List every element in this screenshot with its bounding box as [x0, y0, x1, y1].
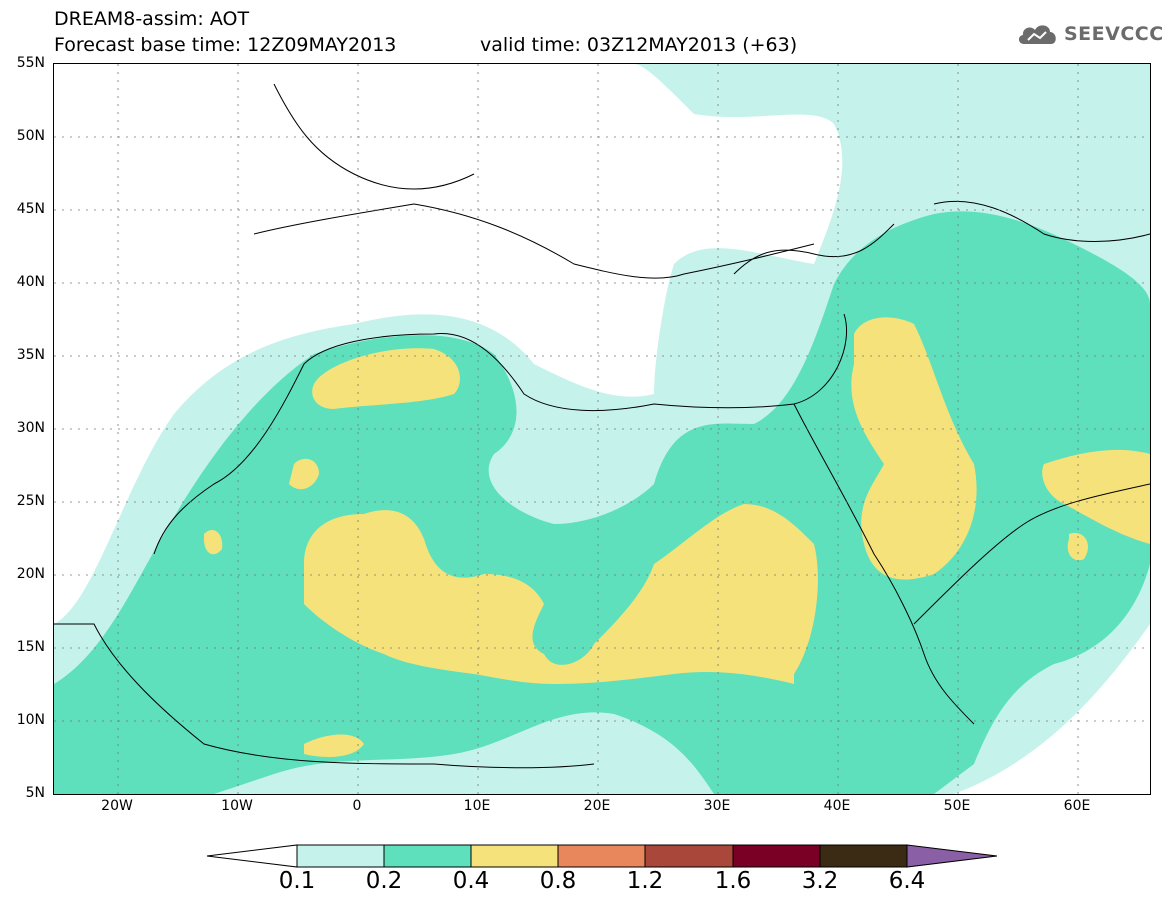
colorbar-over-arrow — [906, 844, 998, 868]
colorbar-swatch — [732, 844, 821, 868]
logo-text: SEEVCCC — [1064, 23, 1164, 45]
map-title: DREAM8-assim: AOT — [54, 8, 250, 30]
valid-time: valid time: 03Z12MAY2013 (+63) — [480, 34, 798, 56]
colorbar-label: 0.2 — [365, 868, 403, 894]
lat-label: 45N — [16, 201, 45, 217]
colorbar-swatch — [557, 844, 646, 868]
lon-label: 60E — [1063, 798, 1091, 814]
colorbar-label: 3.2 — [801, 868, 839, 894]
lon-label: 40E — [823, 798, 851, 814]
lat-label: 40N — [16, 274, 45, 290]
colorbar-swatch — [383, 844, 472, 868]
coastlines — [54, 83, 1150, 769]
lat-label: 25N — [16, 493, 45, 509]
colorbar-label: 0.1 — [278, 868, 316, 894]
lon-label: 10W — [221, 798, 253, 814]
colorbar-swatch — [644, 844, 734, 868]
lat-label: 35N — [16, 347, 45, 363]
colorbar-under-arrow — [206, 844, 298, 868]
lon-label: 20E — [583, 798, 611, 814]
colorbar-label: 0.8 — [539, 868, 577, 894]
aot-region-high — [289, 458, 319, 490]
lat-label: 10N — [16, 712, 45, 728]
aot-map[interactable] — [53, 63, 1151, 795]
lat-label: 50N — [16, 128, 45, 144]
aot-region-high — [1042, 449, 1150, 544]
colorbar-label: 0.4 — [452, 868, 490, 894]
graticule — [54, 64, 1150, 794]
aot-region-high — [204, 529, 223, 555]
lat-label: 30N — [16, 420, 45, 436]
lat-label: 20N — [16, 566, 45, 582]
aot-region-high — [304, 504, 818, 684]
lon-label: 50E — [943, 798, 971, 814]
lat-label: 5N — [25, 785, 45, 801]
lat-label: 55N — [16, 55, 45, 71]
aot-region-high — [851, 317, 977, 580]
aot-region-high — [304, 734, 364, 757]
aot-region-high — [312, 348, 460, 409]
aot-region-high — [1067, 533, 1089, 561]
lon-label: 30E — [703, 798, 731, 814]
colorbar-swatch — [470, 844, 559, 868]
colorbar-swatch — [819, 844, 908, 868]
lon-label: 20W — [101, 798, 133, 814]
forecast-base-time: Forecast base time: 12Z09MAY2013 — [54, 34, 397, 56]
colorbar — [206, 844, 998, 868]
lon-label: 0 — [352, 798, 362, 814]
colorbar-swatch — [296, 844, 385, 868]
cloud-icon — [1018, 25, 1056, 44]
colorbar-label: 1.2 — [626, 868, 664, 894]
lon-label: 10E — [463, 798, 491, 814]
lat-label: 15N — [16, 639, 45, 655]
map-canvas — [54, 64, 1150, 794]
seevccc-logo: SEEVCCC — [1016, 20, 1164, 48]
colorbar-label: 6.4 — [888, 868, 926, 894]
colorbar-label: 1.6 — [714, 868, 752, 894]
